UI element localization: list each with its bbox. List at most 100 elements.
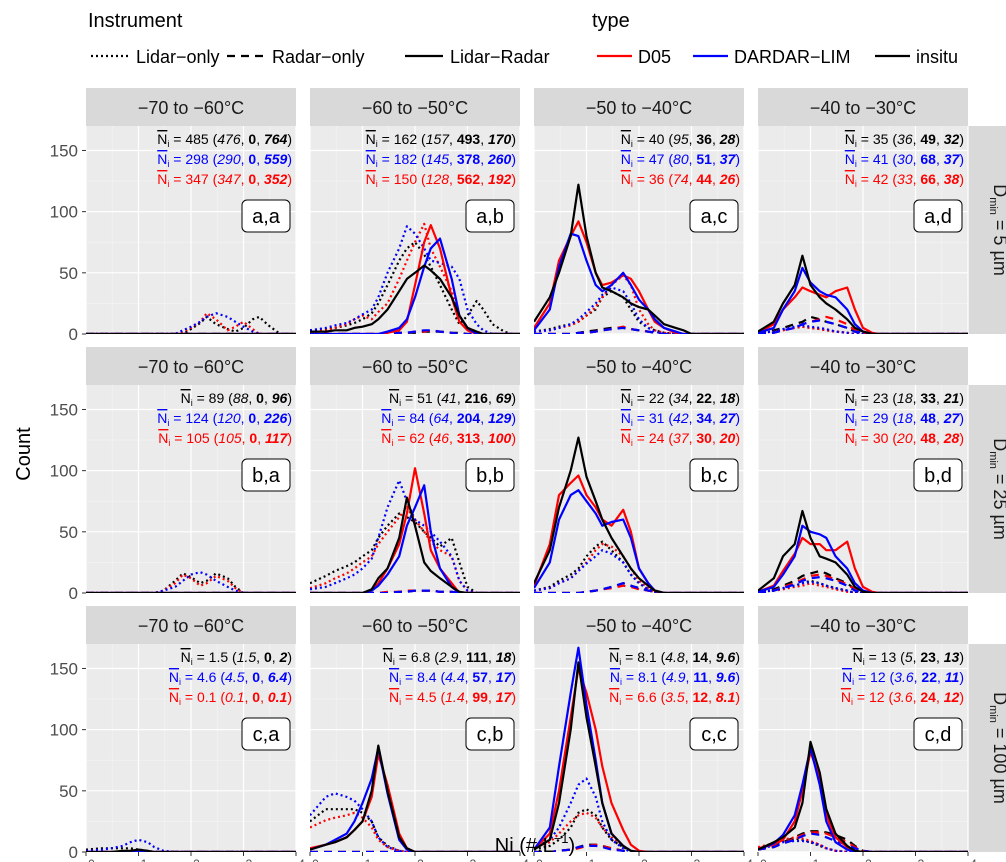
annotation-lidar-only: 2.9 [438, 649, 459, 665]
annotation-line-0: Ni = 35 (36, 49, 32) [845, 131, 964, 149]
annotation-lidar-only: 120 [217, 410, 241, 426]
annotation-paren: ) [959, 171, 964, 187]
annotation-paren: ) [287, 131, 292, 147]
annotation-symbol: N [621, 410, 631, 426]
annotation-comma: , [913, 410, 921, 426]
annotation-radar-only: 562 [457, 171, 481, 187]
annotation-subscript: i [168, 438, 170, 448]
annotation-comma: , [685, 669, 693, 685]
x-tick-label: 103 [451, 857, 477, 862]
annotation-comma: , [449, 131, 457, 147]
column-strip-bg [758, 88, 968, 126]
annotation-comma: , [936, 131, 944, 147]
annotation-eq: = [401, 669, 417, 685]
annotation-comma: , [248, 390, 256, 406]
annotation-paren: ( [209, 131, 218, 147]
row-strip-label: Dmin = 100 µm [987, 692, 1006, 804]
annotation-subscript: i [855, 159, 857, 169]
annotation-symbol: N [389, 669, 399, 685]
annotation-symbol: N [621, 151, 631, 167]
annotation-comma: , [913, 151, 921, 167]
series-dardar-lidarradar [758, 746, 968, 852]
annotation-comma: , [936, 151, 944, 167]
annotation-radar-only: 34 [696, 410, 712, 426]
annotation-radar-only: 49 [920, 131, 936, 147]
annotation-subscript: i [855, 179, 857, 189]
annotation-lidar-only: 1.5 [237, 649, 257, 665]
annotation-subscript: i [631, 159, 633, 169]
column-strip-bg [758, 606, 968, 644]
x-tick-label: 102 [398, 857, 424, 862]
annotation-comma: , [936, 430, 944, 446]
annotation-comma: , [937, 669, 945, 685]
annotation-comma: , [936, 689, 944, 705]
annotation-subscript: i [855, 398, 857, 408]
annotation-eq: = [169, 171, 185, 187]
series-insitu-lidarradar [758, 254, 968, 334]
annotation-lidar-only: 74 [673, 171, 689, 187]
annotation-comma: , [913, 689, 921, 705]
annotation-subscript: i [391, 418, 393, 428]
x-tick-label: 100 [293, 857, 319, 862]
annotation-subscript: i [619, 697, 621, 707]
annotation-symbol: N [366, 171, 376, 187]
annotation-paren: ( [417, 131, 426, 147]
series-insitu-lidarradar [310, 744, 520, 852]
series-insitu-lidarradar [534, 436, 744, 593]
series-d05-lidarradar [758, 750, 968, 852]
annotation-symbol: N [609, 649, 619, 665]
x-tick-exponent: 3 [470, 857, 477, 862]
series-insitu-lidarradar [310, 496, 520, 593]
annotation-lidar-only: 46 [433, 430, 449, 446]
annotation-lidar-only: 4.5 [225, 669, 245, 685]
annotation-line-2: Ni = 62 (46, 313, 100) [381, 430, 516, 448]
annotation-line-2: Ni = 36 (74, 44, 26) [621, 171, 740, 189]
column-strip-bg [310, 88, 520, 126]
annotation-total: 4.6 [197, 669, 217, 685]
panel-a-c: −50 to −40°CNi = 40 (95, 36, 28)Ni = 47 … [533, 88, 745, 335]
annotation-lidar-only: 128 [426, 171, 450, 187]
column-strip-label: −40 to −30°C [810, 357, 916, 377]
annotation-radar-only: 0 [256, 390, 264, 406]
series-d05-lidarradar [534, 220, 744, 334]
x-tick-label: 103 [899, 857, 925, 862]
annotation-comma: , [480, 430, 488, 446]
row-strip-label-rest: = 100 µm [990, 723, 1006, 804]
annotation-total: 12 [870, 669, 886, 685]
annotation-paren: ( [216, 669, 225, 685]
annotation-total: 13 [881, 649, 897, 665]
annotation-radar-only: 378 [457, 151, 481, 167]
annotation-eq: = [857, 390, 873, 406]
panel-grid: Dmin = 5 µm−70 to −60°CNi = 485 (476, 0,… [50, 88, 1006, 862]
annotation-lidar-only: 42 [673, 410, 689, 426]
series-d05-lidar [534, 542, 744, 593]
x-tick-exponent: 2 [641, 857, 648, 862]
annotation-subscript: i [399, 697, 401, 707]
annotation-comma: , [245, 689, 253, 705]
annotation-subscript: i [631, 418, 633, 428]
annotation-line-2: Ni = 30 (20, 48, 28) [845, 430, 964, 448]
series-dardar-lidar [534, 777, 744, 852]
annotation-paren: ( [664, 171, 673, 187]
annotation-paren: ) [511, 410, 516, 426]
annotation-eq: = [395, 649, 411, 665]
annotation-radar-only: 0 [248, 131, 256, 147]
annotation-comma: , [256, 410, 264, 426]
annotation-paren: ) [287, 689, 292, 705]
row-strip-label-sub: min [987, 705, 999, 723]
annotation-paren: ) [287, 669, 292, 685]
annotation-line-0: Ni = 13 (5, 23, 13) [853, 649, 964, 667]
panel-tag-box [689, 458, 739, 492]
annotation-radar-only: 0 [248, 171, 256, 187]
annotation-comma: , [242, 430, 250, 446]
annotation-comma: , [913, 131, 921, 147]
row-strip-label-base: D [990, 184, 1006, 197]
annotation-symbol: N [157, 131, 167, 147]
annotation-line-0: Ni = 485 (476, 0, 764) [157, 131, 292, 149]
x-tick-exponent: 4 [970, 857, 977, 862]
annotation-lidar-radar: 192 [488, 171, 512, 187]
annotation-paren: ( [896, 649, 905, 665]
annotation-comma: , [245, 669, 253, 685]
annotation-total: 41 [873, 151, 889, 167]
panel-tag-label: a,c [701, 206, 728, 228]
